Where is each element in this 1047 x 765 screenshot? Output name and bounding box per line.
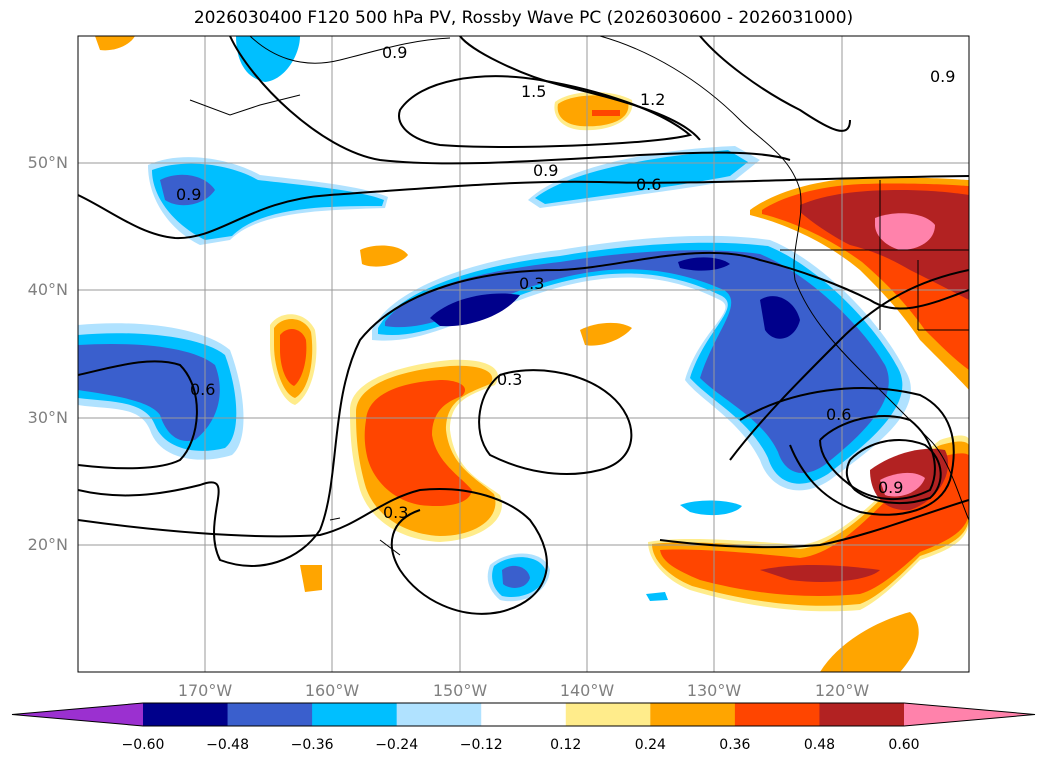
colorbar-swatch (650, 703, 736, 726)
contour-label: 1.5 (521, 82, 546, 101)
contour-label: 0.6 (826, 405, 851, 424)
anomaly-southeast-mid (660, 453, 969, 597)
map-title: 2026030400 F120 500 hPa PV, Rossby Wave … (193, 8, 854, 28)
colorbar-tick-label: −0.12 (459, 737, 503, 753)
colorbar-swatch (734, 703, 820, 726)
anomaly-mid-north-center (280, 328, 307, 386)
anomaly-hawaii-west-mid (364, 380, 472, 507)
colorbar (11, 702, 1036, 727)
colorbar-tick-label: −0.24 (375, 737, 419, 753)
map-frame (77, 35, 970, 673)
anomaly-small-2 (580, 322, 632, 346)
anomaly-small-far-east (646, 592, 668, 601)
contour-label: 1.2 (640, 90, 665, 109)
anomaly-main-arc-center-3 (760, 296, 800, 339)
colorbar-tick-label: 0.12 (550, 737, 582, 753)
lon-label: 170°W (177, 681, 233, 700)
lat-label: 50°N (27, 153, 68, 172)
anomaly-small-3 (300, 565, 322, 592)
lat-label: 20°N (27, 535, 68, 554)
anomaly-south-blob-center (502, 565, 530, 588)
contour-labels: 0.9 1.5 1.2 0.9 0.6 0.9 0.3 0.6 0.3 0.3 … (176, 43, 955, 522)
colorbar-tick-label: 0.48 (803, 737, 836, 753)
anomaly-main-arc-center-1 (430, 293, 520, 327)
map-area: 0.9 1.5 1.2 0.9 0.6 0.9 0.3 0.6 0.3 0.3 … (78, 36, 969, 672)
colorbar-tick-label: −0.48 (206, 737, 249, 753)
anomaly-baja-center (880, 472, 925, 497)
colorbar-swatch (312, 703, 398, 726)
lon-label: 120°W (814, 681, 870, 700)
anomaly-bottom-right (820, 612, 919, 672)
contour-label: 0.9 (176, 185, 201, 204)
lon-label: 160°W (304, 681, 360, 700)
contour-label: 0.9 (533, 161, 558, 180)
lat-label: 30°N (27, 408, 68, 427)
colorbar-tick-label: −0.36 (290, 737, 334, 753)
colorbar-tick-label: 0.24 (634, 737, 666, 753)
negative-pv-anomalies (78, 36, 911, 602)
colorbar-swatch (143, 703, 229, 726)
anomaly-top-left (95, 36, 135, 51)
colorbar-swatch (565, 703, 651, 726)
anomaly-small-1 (360, 245, 408, 267)
contour-label: 0.9 (930, 67, 955, 86)
lat-label: 40°N (27, 280, 68, 299)
contour-label: 0.6 (190, 380, 215, 399)
colorbar-outline (11, 702, 1036, 727)
contour-label: 0.9 (382, 43, 407, 62)
anomaly-main-arc-center-2 (678, 257, 730, 271)
colorbar-tick-label: 0.60 (888, 737, 920, 753)
colorbar-swatch (481, 703, 567, 726)
pv-contours (78, 36, 969, 615)
lon-label: 150°W (432, 681, 488, 700)
anomaly-west-us-center (875, 213, 935, 250)
colorbar-extend-low (12, 703, 143, 726)
colorbar-swatch (227, 703, 313, 726)
colorbar-swatch (396, 703, 482, 726)
colorbar-extend-high (904, 703, 1035, 726)
contour-label: 0.3 (383, 503, 408, 522)
contour-label: 0.3 (497, 370, 522, 389)
contour-label: 0.3 (519, 274, 544, 293)
anomaly-southeast-core-2 (760, 565, 880, 582)
contour-label: 0.6 (636, 175, 661, 194)
positive-pv-anomalies (95, 36, 969, 672)
colorbar-swatch (819, 703, 905, 726)
anomaly-nw-pacific-core (152, 163, 384, 240)
colorbar-tick-label: −0.60 (121, 737, 165, 753)
lon-label: 140°W (559, 681, 615, 700)
anomaly-north-center-mid (592, 110, 620, 116)
contour-label: 0.9 (878, 478, 903, 497)
coastlines (189, 36, 969, 556)
colorbar-tick-label: 0.36 (719, 737, 751, 753)
anomaly-small-east (680, 500, 742, 516)
anomaly-west-band-center (78, 344, 220, 441)
lon-label: 130°W (686, 681, 742, 700)
anomaly-nw-pacific-center (160, 174, 215, 206)
